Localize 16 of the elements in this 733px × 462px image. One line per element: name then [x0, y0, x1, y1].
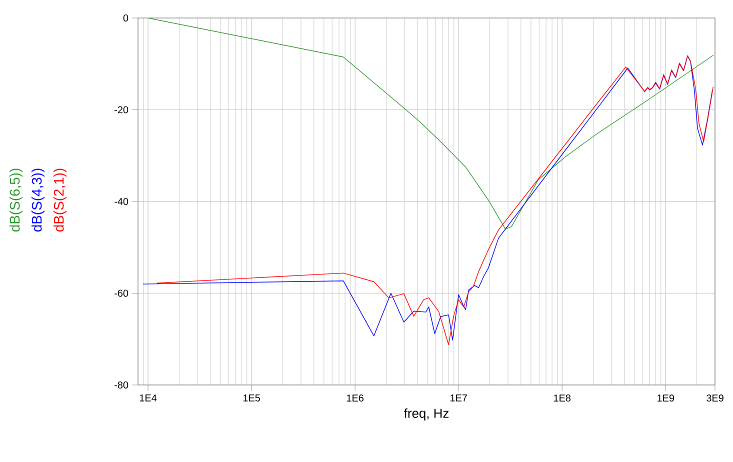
x-tick-label: 1E9: [658, 394, 674, 402]
y-tick-label: -60: [114, 290, 128, 297]
x-tick-label: 1E6: [346, 394, 364, 402]
y-tick-label: 0: [123, 14, 128, 22]
text: dB(S(6,5)): [10, 168, 23, 232]
x-tick-label: 1E8: [554, 394, 571, 402]
y-tick-label: -40: [114, 198, 128, 206]
text: dB(S(4,3)): [32, 168, 45, 232]
x-tick-label: 3E9: [706, 394, 724, 402]
y-tick-label: -20: [114, 106, 128, 114]
y-tick-label: -80: [114, 381, 128, 389]
x-tick-label: 1E4: [140, 394, 157, 402]
x-tick-label: 1E5: [243, 394, 260, 402]
x-axis-title: freq, Hz: [404, 408, 449, 420]
x-tick-label: 1E7: [450, 394, 467, 402]
text: dB(S(2,1)): [54, 168, 67, 232]
